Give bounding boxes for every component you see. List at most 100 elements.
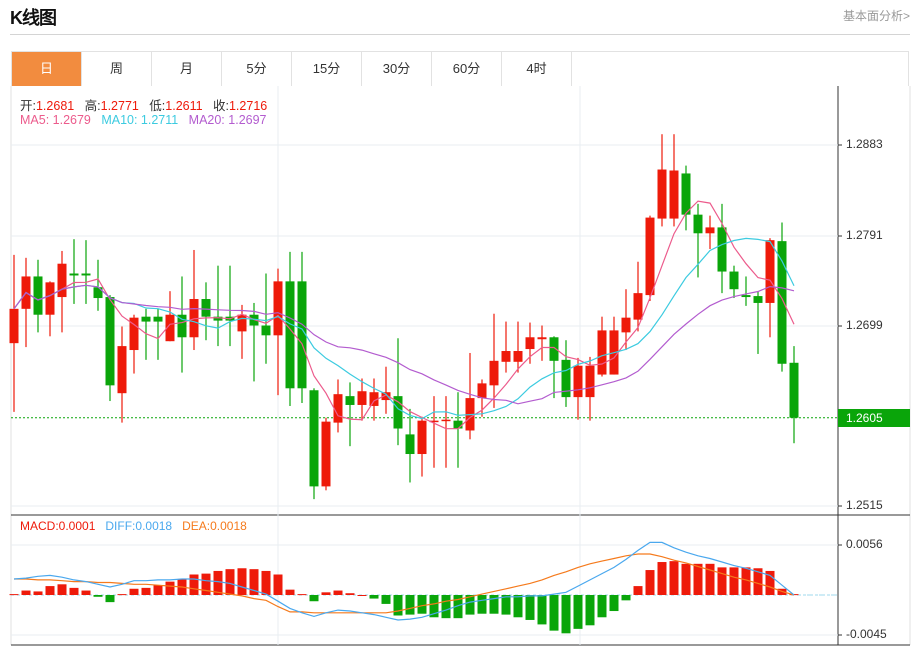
candle-body [573, 365, 583, 398]
macd-bar [33, 591, 43, 595]
macd-bar [69, 587, 79, 595]
macd-bar [225, 569, 235, 595]
candle-body [681, 173, 691, 215]
macd-bar [9, 594, 19, 596]
candle-body [525, 337, 535, 350]
candle-body [453, 420, 463, 429]
candle-body [501, 351, 511, 362]
tab-30min[interactable]: 30分 [362, 52, 432, 86]
macd-bar [741, 567, 751, 595]
candle-body [57, 263, 67, 298]
candle-body [237, 314, 247, 332]
candle-body [693, 214, 703, 234]
page-title: K线图 [10, 8, 57, 28]
macd-bar [393, 595, 403, 616]
high-value: 1.2771 [100, 99, 139, 113]
macd-bar [405, 595, 415, 615]
macd-bar [201, 573, 211, 595]
candle-body [309, 390, 319, 487]
macd-bar [417, 595, 427, 614]
candle-body [9, 308, 19, 344]
candle-body [741, 295, 751, 298]
macd-value: 0.0001 [58, 519, 96, 533]
macd-bar [165, 581, 175, 595]
macd-bar [189, 574, 199, 595]
macd-bar [273, 574, 283, 595]
candle-body [561, 359, 571, 398]
fundamental-analysis-link[interactable]: 基本面分析> [842, 9, 910, 23]
macd-bar [597, 595, 607, 618]
macd-bar [657, 562, 667, 595]
candle-body [585, 365, 595, 398]
macd-bar [357, 595, 367, 596]
candle-body [753, 296, 763, 303]
candle-body [729, 271, 739, 290]
candle-body [489, 360, 499, 386]
macd-bar [621, 595, 631, 601]
close-value: 1.2716 [228, 99, 268, 113]
candle-body [717, 227, 727, 272]
high-label: 高: [84, 99, 101, 113]
macd-bar [501, 595, 511, 615]
candle-body [285, 281, 295, 389]
macd-bar [261, 570, 271, 595]
open-value: 1.2681 [35, 99, 75, 113]
ma20-line [13, 284, 795, 405]
ma20-label: MA20: [188, 113, 229, 127]
tab-15min[interactable]: 15分 [292, 52, 362, 86]
macd-bar [429, 595, 439, 618]
macd-bar [477, 595, 487, 614]
candle-body [549, 337, 559, 361]
tab-5min[interactable]: 5分 [222, 52, 292, 86]
candle-body [105, 297, 115, 386]
candle-body [117, 346, 127, 394]
candle-body [669, 170, 679, 219]
dea-line [14, 553, 795, 614]
macd-bar [717, 567, 727, 595]
candle-body [345, 396, 355, 405]
ma20-value: 1.2697 [228, 113, 267, 127]
macd-bar [153, 585, 163, 595]
candle-body [45, 282, 55, 315]
close-label: 收: [213, 99, 229, 113]
macd-bar [753, 568, 763, 595]
candle-body [597, 330, 607, 375]
tab-4hour[interactable]: 4时 [502, 52, 572, 86]
last-price-tag: 1.2605 [838, 409, 910, 427]
macd-bar [21, 590, 31, 595]
tab-day[interactable]: 日 [12, 52, 82, 86]
tab-month[interactable]: 月 [152, 52, 222, 86]
candle-body [93, 287, 103, 299]
diff-line [13, 541, 795, 621]
candle-body [153, 316, 163, 322]
macd-bar [249, 569, 259, 595]
ma10-label: MA10: [101, 113, 141, 127]
ma10-legend: MA10: 1.2711 [101, 113, 178, 127]
candle-body [33, 276, 43, 315]
macd-bar [45, 586, 55, 595]
macd-bar [285, 589, 295, 595]
macd-bar [57, 584, 67, 595]
candle-body [297, 281, 307, 389]
macd-bar [489, 595, 499, 614]
macd-bar [321, 592, 331, 595]
price-tick-label: 1.2515 [846, 498, 883, 512]
tab-60min[interactable]: 60分 [432, 52, 502, 86]
ma10-line [13, 237, 795, 420]
ma10-value: 1.2711 [140, 113, 179, 127]
macd-bar [693, 563, 703, 595]
candle-body [633, 293, 643, 320]
candle-body [129, 317, 139, 351]
diff-value: 0.0018 [135, 519, 173, 533]
candle-body [357, 391, 367, 405]
divider [10, 34, 910, 35]
macd-bar [129, 588, 139, 595]
macd-bar [465, 595, 475, 615]
dea-legend-item: DEA:0.0018 [182, 519, 247, 533]
candle-body [393, 396, 403, 429]
tab-week[interactable]: 周 [82, 52, 152, 86]
macd-bar [117, 594, 127, 596]
macd-bar [309, 595, 319, 602]
macd-label: MACD: [20, 519, 59, 533]
